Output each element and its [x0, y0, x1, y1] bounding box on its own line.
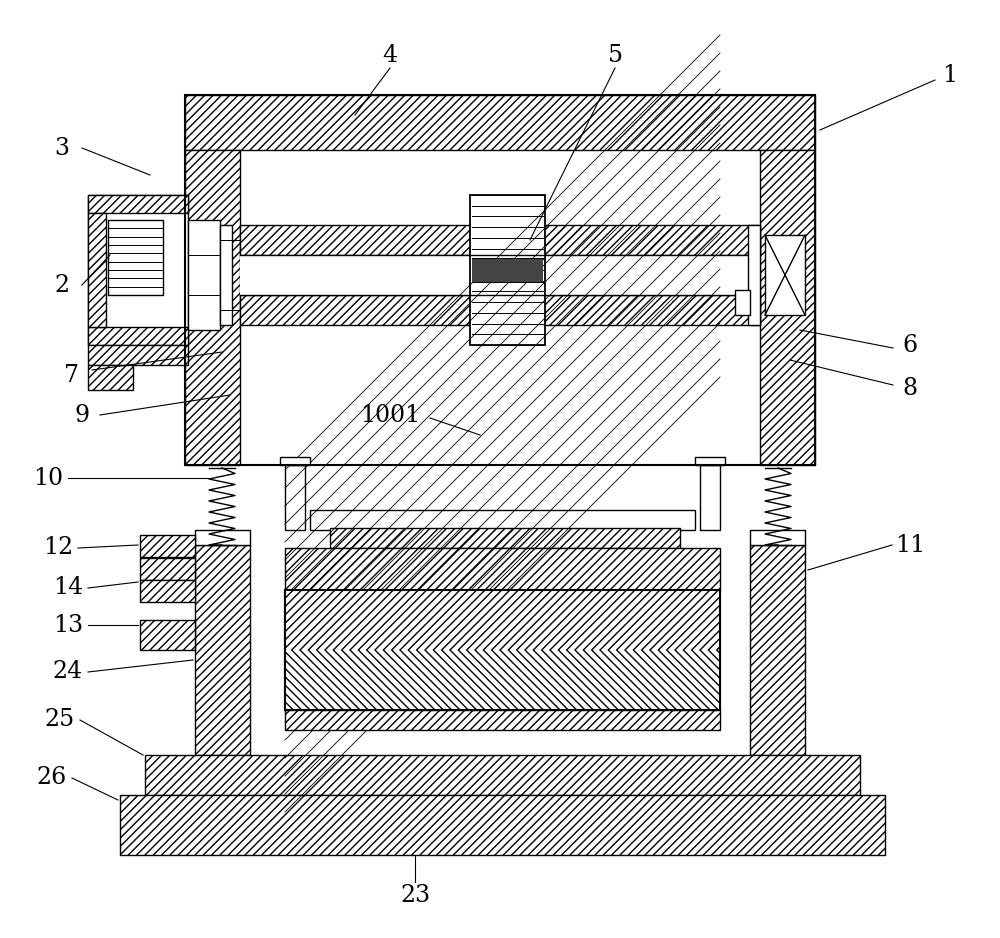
Bar	[240, 255, 760, 295]
Bar	[88, 195, 188, 345]
Text: 14: 14	[53, 577, 83, 599]
Bar	[286, 650, 719, 709]
Bar	[88, 213, 106, 327]
Bar	[285, 710, 720, 730]
Bar	[700, 465, 720, 530]
Text: 6: 6	[902, 334, 918, 356]
Bar	[120, 795, 885, 855]
Text: 8: 8	[902, 376, 918, 400]
Text: 1: 1	[942, 64, 958, 86]
Bar	[748, 225, 760, 325]
Bar	[195, 530, 250, 545]
Bar	[188, 220, 220, 330]
Bar	[195, 545, 250, 755]
Bar	[470, 195, 545, 345]
Bar	[472, 258, 543, 282]
Text: 7: 7	[64, 364, 80, 386]
Bar	[145, 755, 860, 795]
Text: 3: 3	[54, 137, 70, 159]
Bar	[240, 225, 760, 255]
Bar	[310, 510, 695, 530]
Bar	[220, 225, 232, 325]
Bar	[140, 535, 195, 557]
Bar	[88, 345, 188, 365]
Text: 12: 12	[43, 537, 73, 559]
Text: 23: 23	[400, 884, 430, 906]
Bar	[88, 327, 188, 345]
Bar	[765, 235, 805, 315]
Bar	[88, 195, 188, 213]
Bar	[285, 465, 305, 530]
Bar	[88, 365, 133, 390]
Bar	[695, 457, 725, 465]
Bar	[750, 530, 805, 545]
Text: 9: 9	[74, 403, 90, 427]
Text: 24: 24	[53, 660, 83, 684]
Bar	[185, 95, 815, 465]
Text: 11: 11	[895, 534, 925, 556]
Bar	[140, 620, 195, 650]
Text: 25: 25	[45, 708, 75, 732]
Text: 26: 26	[37, 766, 67, 790]
Bar	[330, 528, 680, 548]
Bar	[185, 150, 240, 465]
Bar	[286, 591, 719, 650]
Bar	[280, 457, 310, 465]
Bar	[140, 580, 195, 602]
Bar	[108, 220, 163, 295]
Text: 5: 5	[608, 43, 622, 67]
Bar	[285, 548, 720, 590]
Bar	[140, 558, 195, 580]
Bar	[240, 295, 760, 325]
Bar	[735, 290, 750, 315]
Text: 13: 13	[53, 613, 83, 637]
Text: 10: 10	[33, 466, 63, 490]
Text: 4: 4	[382, 43, 398, 67]
Bar	[185, 95, 815, 150]
Bar	[240, 150, 760, 465]
Bar	[285, 590, 720, 710]
Text: 2: 2	[54, 274, 70, 296]
Bar	[285, 590, 720, 710]
Bar	[750, 545, 805, 755]
Bar	[760, 150, 815, 465]
Text: 1001: 1001	[360, 403, 420, 427]
